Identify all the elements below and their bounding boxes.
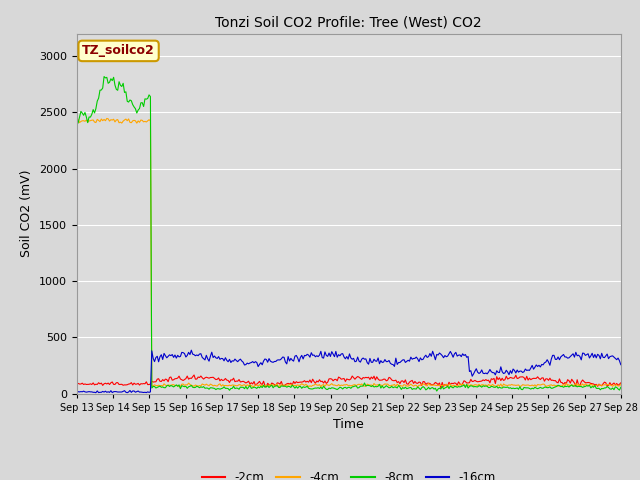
X-axis label: Time: Time xyxy=(333,418,364,431)
Legend: -2cm, -4cm, -8cm, -16cm: -2cm, -4cm, -8cm, -16cm xyxy=(197,466,500,480)
Y-axis label: Soil CO2 (mV): Soil CO2 (mV) xyxy=(20,170,33,257)
Title: Tonzi Soil CO2 Profile: Tree (West) CO2: Tonzi Soil CO2 Profile: Tree (West) CO2 xyxy=(216,16,482,30)
Text: TZ_soilco2: TZ_soilco2 xyxy=(82,44,155,58)
